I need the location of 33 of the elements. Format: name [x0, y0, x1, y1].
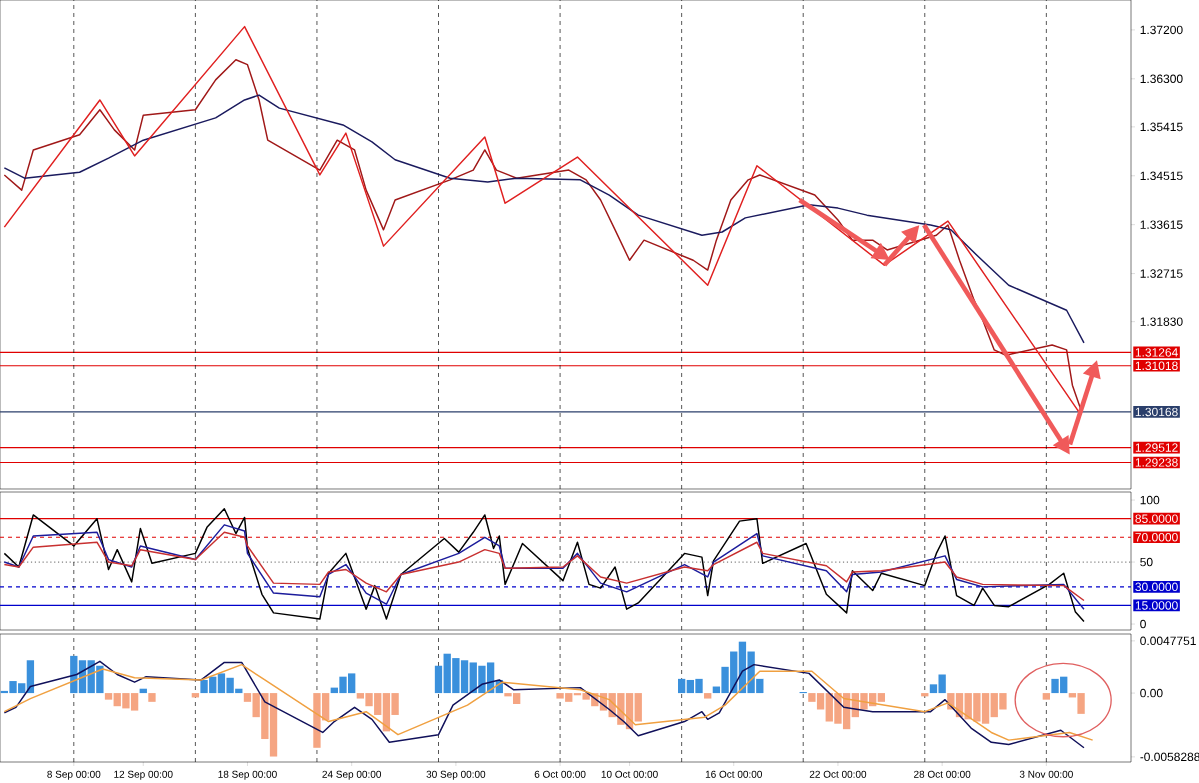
ref-line-label: 1.29238 — [1135, 458, 1178, 467]
y-tick-label: 0.00 — [1140, 688, 1163, 698]
y-tick-label: 0.0047751 — [1140, 636, 1196, 646]
x-tick-label: 18 Sep 00:00 — [218, 770, 277, 780]
ref-line-label: 1.31264 — [1135, 348, 1178, 357]
x-tick-label: 6 Oct 00:00 — [534, 770, 586, 778]
x-tick-label: 12 Sep 00:00 — [114, 770, 173, 780]
x-tick-label: 22 Oct 00:00 — [809, 770, 867, 778]
y-tick-label: 1.31830 — [1140, 317, 1183, 326]
ref-line-label: 1.30168 — [1135, 407, 1178, 417]
y-tick-label: 1.34515 — [1140, 171, 1183, 181]
y-tick-label: 1.37200 — [1140, 25, 1183, 35]
x-tick-label: 16 Oct 00:00 — [705, 770, 762, 778]
y-tick-label: 100 — [1140, 495, 1160, 505]
ref-line-label: 15.0000 — [1135, 601, 1178, 610]
y-tick-label: 1.33615 — [1140, 220, 1183, 229]
y-tick-label: 1.32715 — [1140, 269, 1183, 278]
ref-line-label: 70.0000 — [1135, 533, 1178, 542]
y-tick-label: 1.35415 — [1140, 122, 1183, 132]
x-tick-label: 10 Oct 00:00 — [601, 770, 658, 778]
ref-line-label: 1.31018 — [1135, 361, 1178, 371]
x-tick-label: 8 Sep 00:00 — [47, 770, 101, 780]
y-tick-label: 0 — [1140, 619, 1146, 629]
x-tick-label: 30 Sep 00:00 — [426, 770, 486, 780]
ref-line-label: 1.29512 — [1135, 443, 1178, 452]
x-tick-label: 28 Oct 00:00 — [914, 770, 971, 778]
ref-line-label: 30.0000 — [1135, 582, 1178, 592]
y-tick-label: 50 — [1140, 557, 1153, 567]
y-tick-label: -0.0058288 — [1140, 752, 1199, 762]
y-tick-label: 1.36300 — [1140, 74, 1183, 84]
x-tick-label: 3 Nov 00:00 — [1019, 770, 1073, 778]
x-tick-label: 24 Sep 00:00 — [322, 770, 382, 780]
ref-line-label: 85.0000 — [1135, 514, 1178, 523]
